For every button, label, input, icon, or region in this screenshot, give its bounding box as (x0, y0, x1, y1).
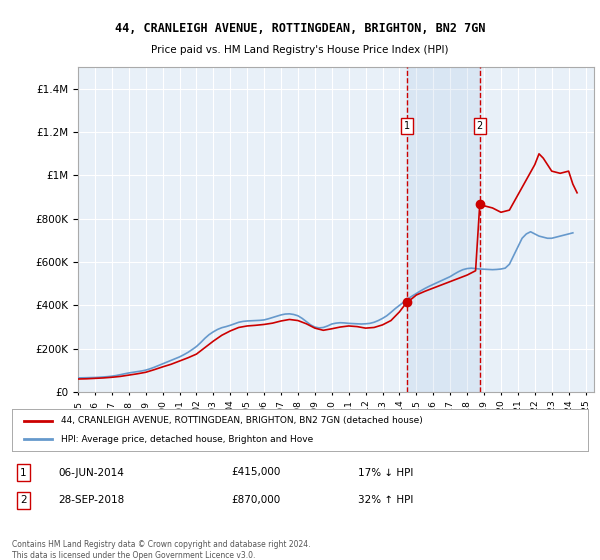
Text: 17% ↓ HPI: 17% ↓ HPI (358, 468, 413, 478)
Text: 44, CRANLEIGH AVENUE, ROTTINGDEAN, BRIGHTON, BN2 7GN: 44, CRANLEIGH AVENUE, ROTTINGDEAN, BRIGH… (115, 22, 485, 35)
Text: HPI: Average price, detached house, Brighton and Hove: HPI: Average price, detached house, Brig… (61, 435, 313, 444)
Bar (407, 67, 480, 392)
Text: 2: 2 (476, 120, 483, 130)
Text: £415,000: £415,000 (231, 468, 280, 478)
Text: 28-SEP-2018: 28-SEP-2018 (58, 496, 124, 506)
Text: 06-JUN-2014: 06-JUN-2014 (58, 468, 124, 478)
Text: Contains HM Land Registry data © Crown copyright and database right 2024.
This d: Contains HM Land Registry data © Crown c… (12, 540, 311, 560)
Text: £870,000: £870,000 (231, 496, 280, 506)
Text: 32% ↑ HPI: 32% ↑ HPI (358, 496, 413, 506)
Text: 1: 1 (404, 120, 410, 130)
Text: 1: 1 (20, 468, 27, 478)
Text: 2: 2 (20, 496, 27, 506)
Text: 44, CRANLEIGH AVENUE, ROTTINGDEAN, BRIGHTON, BN2 7GN (detached house): 44, CRANLEIGH AVENUE, ROTTINGDEAN, BRIGH… (61, 416, 423, 425)
Text: Price paid vs. HM Land Registry's House Price Index (HPI): Price paid vs. HM Land Registry's House … (151, 45, 449, 55)
